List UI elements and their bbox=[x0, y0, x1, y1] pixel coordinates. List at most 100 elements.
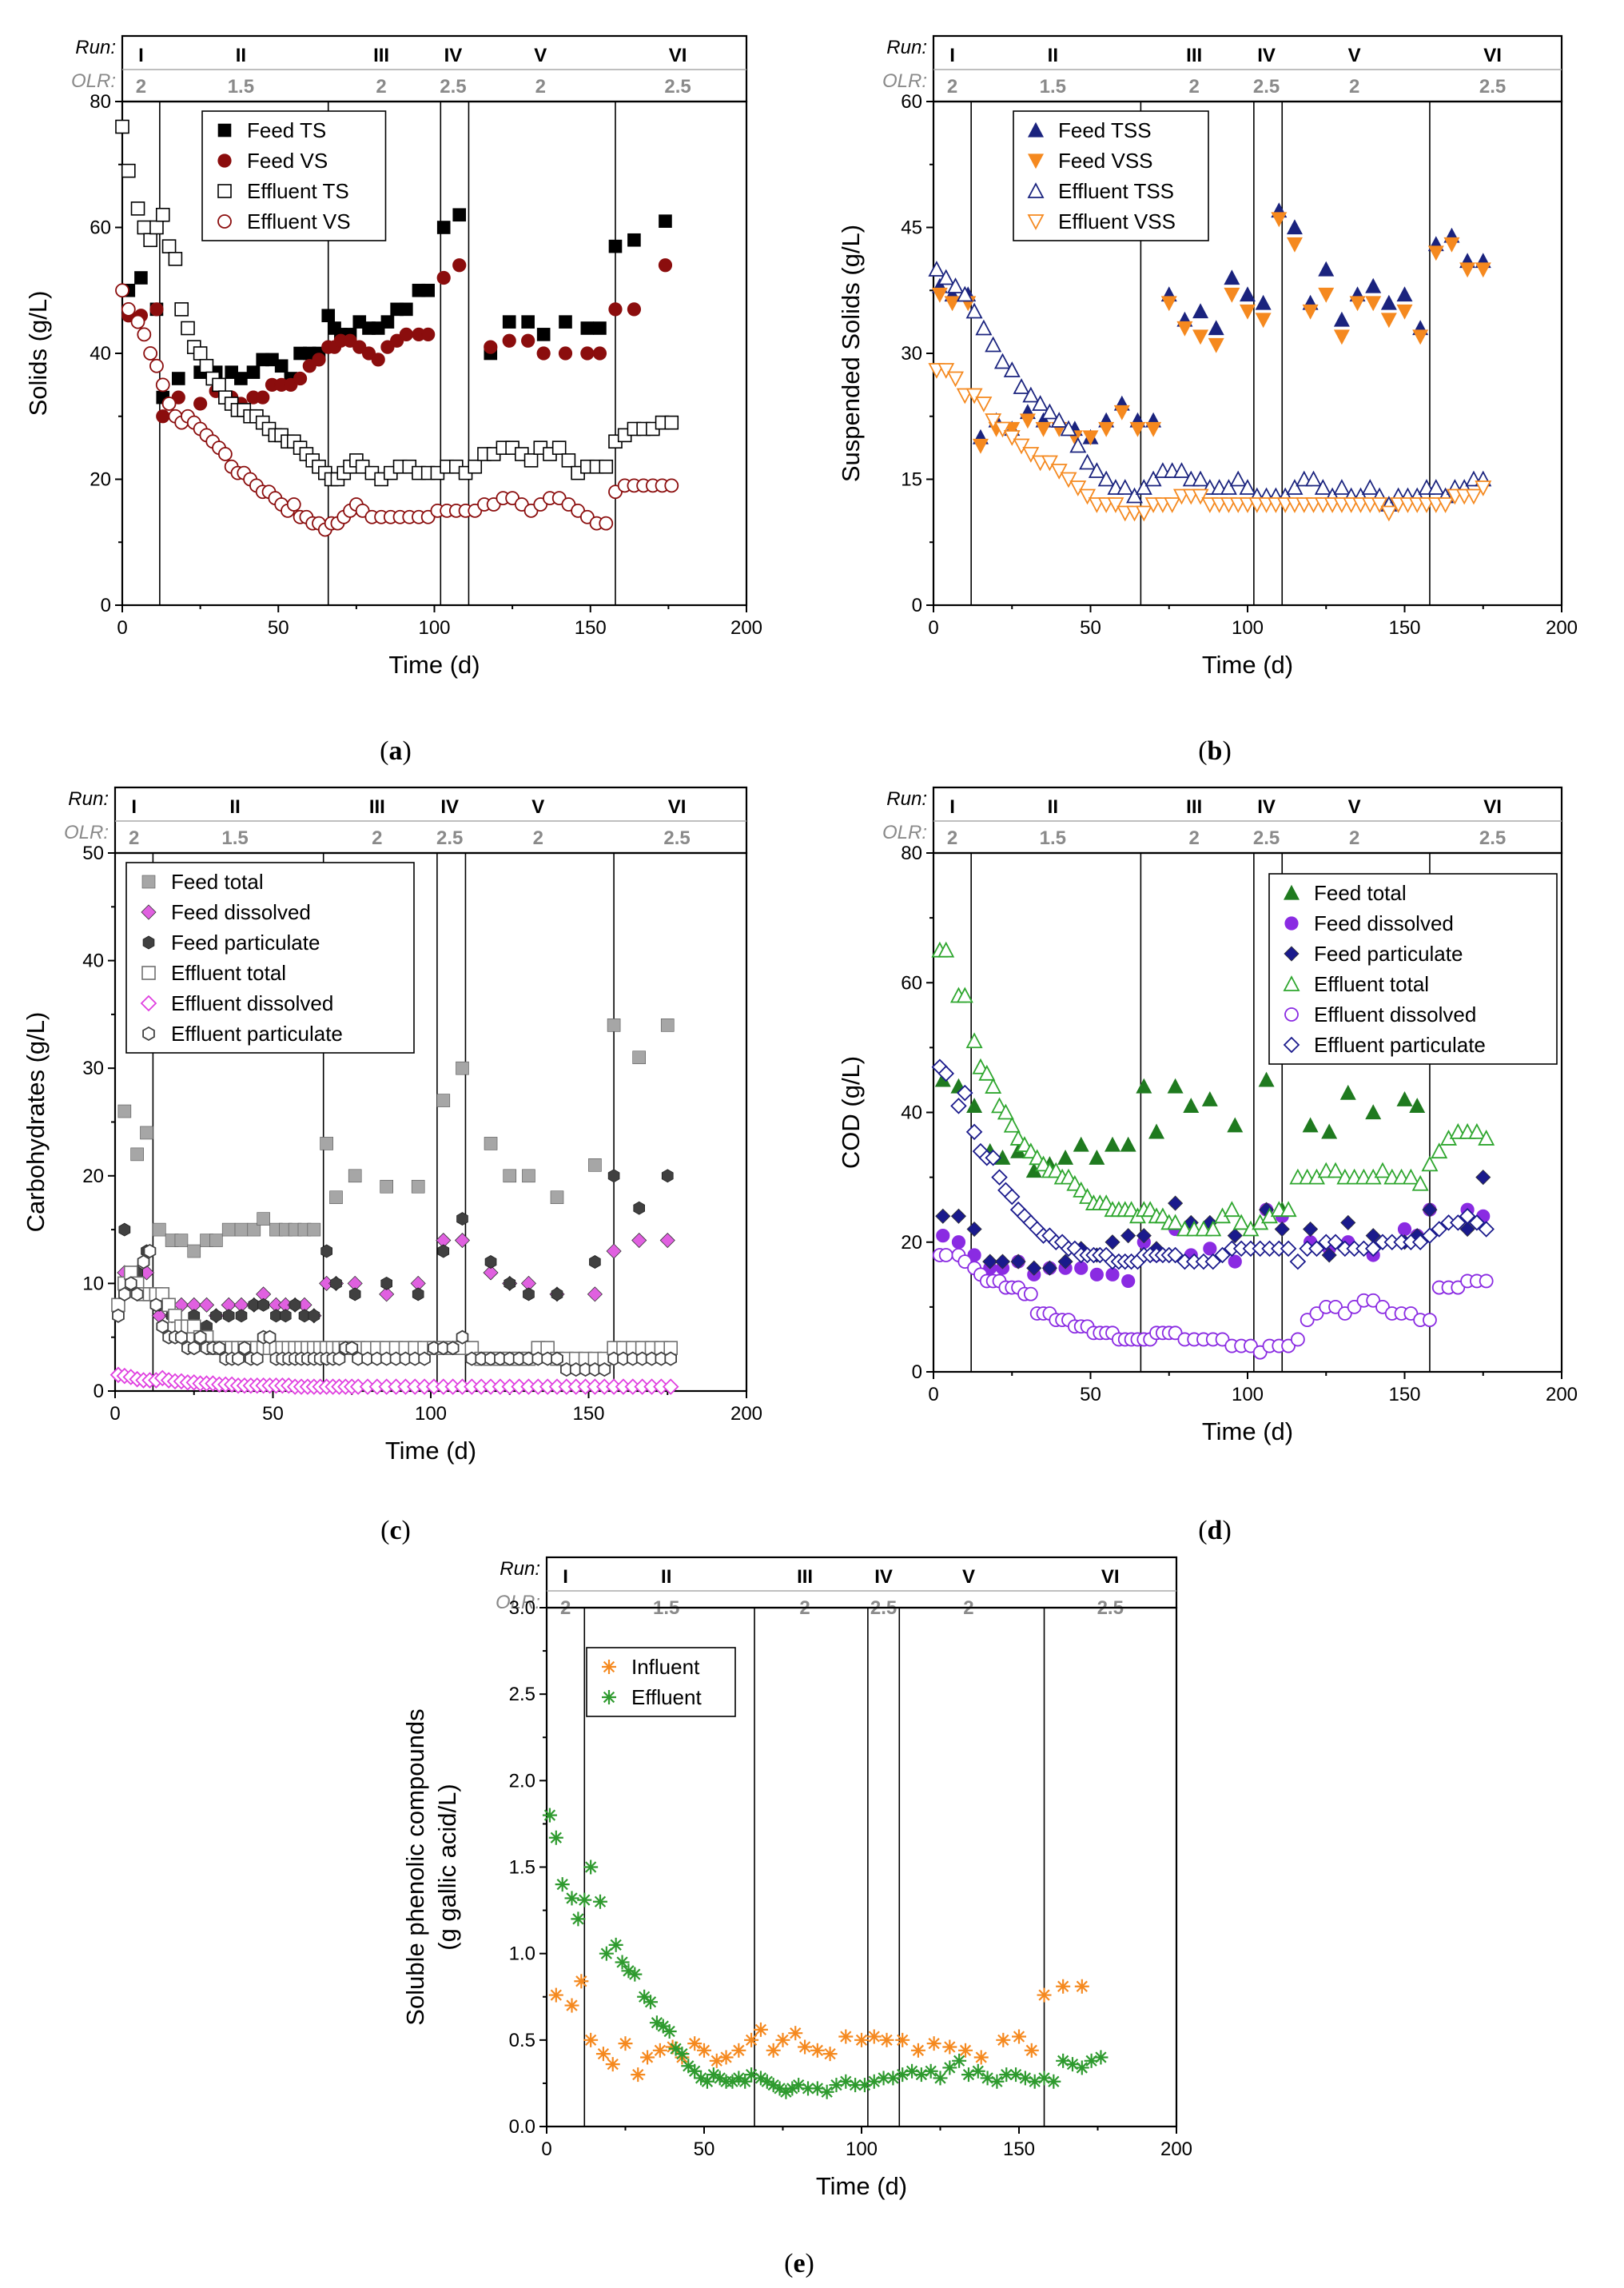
data-point bbox=[993, 353, 1011, 369]
data-point bbox=[551, 1287, 563, 1301]
olr-label: 2 bbox=[372, 827, 382, 849]
legend-entry: Effluent dissolved bbox=[1314, 1002, 1476, 1026]
data-point bbox=[1314, 479, 1331, 495]
run-header-label: Run: bbox=[68, 788, 109, 810]
legend-entry: Feed TSS bbox=[1058, 118, 1152, 142]
data-point bbox=[484, 340, 498, 354]
data-point bbox=[232, 1351, 245, 1366]
data-point bbox=[991, 1169, 1008, 1186]
x-tick-label: 200 bbox=[1546, 617, 1578, 639]
data-point bbox=[421, 283, 435, 297]
data-point bbox=[936, 1229, 950, 1243]
data-point bbox=[938, 1248, 953, 1262]
run-label: II bbox=[1048, 796, 1058, 818]
data-point bbox=[156, 409, 170, 424]
data-point bbox=[1459, 262, 1476, 278]
data-point bbox=[631, 1232, 647, 1249]
data-point bbox=[452, 208, 467, 222]
data-point bbox=[599, 459, 614, 474]
data-point bbox=[1349, 296, 1366, 312]
data-point bbox=[1286, 219, 1303, 235]
legend-entry: Feed TS bbox=[247, 118, 326, 142]
data-point bbox=[412, 1287, 424, 1301]
data-point bbox=[926, 2036, 941, 2051]
olr-header-label: OLR: bbox=[496, 1592, 540, 1613]
data-point bbox=[555, 1877, 570, 1892]
data-point bbox=[130, 201, 145, 216]
olr-label: 2 bbox=[1189, 76, 1200, 98]
data-point bbox=[174, 302, 189, 317]
legend: Feed TS Feed VS Effluent TS Effluent VS bbox=[201, 110, 387, 241]
series-feed-vss bbox=[931, 212, 1491, 454]
legend-box bbox=[1013, 110, 1209, 241]
data-point bbox=[965, 302, 983, 319]
data-point bbox=[866, 2029, 882, 2044]
y-tick-label: 0 bbox=[94, 1381, 104, 1402]
data-point bbox=[130, 1147, 144, 1162]
data-point bbox=[1327, 1162, 1344, 1178]
data-point bbox=[1431, 1221, 1448, 1238]
legend-marker bbox=[217, 153, 232, 168]
data-point bbox=[1305, 470, 1323, 487]
data-point bbox=[1023, 1286, 1038, 1301]
legend: Feed total Feed dissolved Feed particulate… bbox=[125, 862, 415, 1054]
legend: Feed total Feed dissolved Feed particulate… bbox=[1268, 873, 1558, 1065]
y-tick-label: 40 bbox=[90, 343, 111, 365]
data-point bbox=[293, 371, 308, 386]
data-point bbox=[149, 1297, 163, 1313]
data-point bbox=[1239, 479, 1256, 495]
data-point bbox=[217, 447, 233, 461]
data-point bbox=[1371, 497, 1388, 513]
olr-label: 2.5 bbox=[663, 827, 690, 849]
data-point bbox=[937, 941, 955, 958]
data-point bbox=[910, 2043, 925, 2058]
series-effluent-particulate bbox=[112, 1243, 677, 1377]
data-point bbox=[1475, 480, 1492, 496]
data-point bbox=[1321, 1123, 1338, 1139]
data-point bbox=[1240, 286, 1256, 302]
legend-entry: Feed dissolved bbox=[171, 900, 311, 924]
data-point bbox=[1079, 488, 1097, 505]
olr-label: 2 bbox=[1189, 827, 1200, 849]
olr-label: 2.5 bbox=[1479, 827, 1506, 849]
legend: Feed TSS Feed VSS Effluent TSS Effluent VSS bbox=[1013, 110, 1209, 241]
legend-box bbox=[1268, 873, 1558, 1065]
data-point bbox=[966, 1221, 982, 1238]
data-point bbox=[643, 1995, 659, 2010]
data-point bbox=[994, 1254, 1011, 1270]
data-point bbox=[766, 2043, 781, 2058]
data-point bbox=[965, 388, 983, 405]
x-tick-label: 150 bbox=[575, 617, 607, 639]
data-point bbox=[234, 372, 248, 385]
data-point bbox=[484, 1137, 498, 1150]
legend-entry: Feed VS bbox=[247, 149, 328, 173]
x-axis-title: Time (d) bbox=[1202, 1417, 1293, 1445]
data-point bbox=[1333, 311, 1350, 327]
run-label: IV bbox=[1257, 45, 1276, 66]
data-point bbox=[247, 1222, 261, 1237]
data-point bbox=[687, 2036, 703, 2051]
legend-marker bbox=[1284, 1007, 1299, 1022]
y-tick-label: 0.5 bbox=[509, 2030, 535, 2051]
data-point bbox=[937, 1065, 954, 1082]
data-point bbox=[778, 2084, 794, 2099]
data-point bbox=[380, 1276, 393, 1290]
legend-box bbox=[125, 862, 415, 1054]
y-axis-title: Carbohydrates (g/L) bbox=[22, 1012, 50, 1233]
y-tick-label: 2.5 bbox=[509, 1684, 535, 1705]
data-point bbox=[521, 333, 535, 348]
data-point bbox=[592, 1894, 607, 1909]
run-label: V bbox=[1348, 45, 1361, 66]
olr-label: 1.5 bbox=[1040, 76, 1066, 98]
data-point bbox=[876, 2071, 891, 2086]
data-point bbox=[234, 1222, 249, 1237]
data-point bbox=[1290, 1332, 1305, 1347]
legend-entry: Effluent bbox=[631, 1685, 702, 1709]
x-tick-label: 150 bbox=[1388, 617, 1420, 639]
data-point bbox=[456, 1329, 469, 1345]
data-point bbox=[1227, 1117, 1244, 1133]
data-point bbox=[446, 1341, 460, 1356]
data-point bbox=[400, 302, 413, 317]
data-point bbox=[1148, 1123, 1165, 1139]
